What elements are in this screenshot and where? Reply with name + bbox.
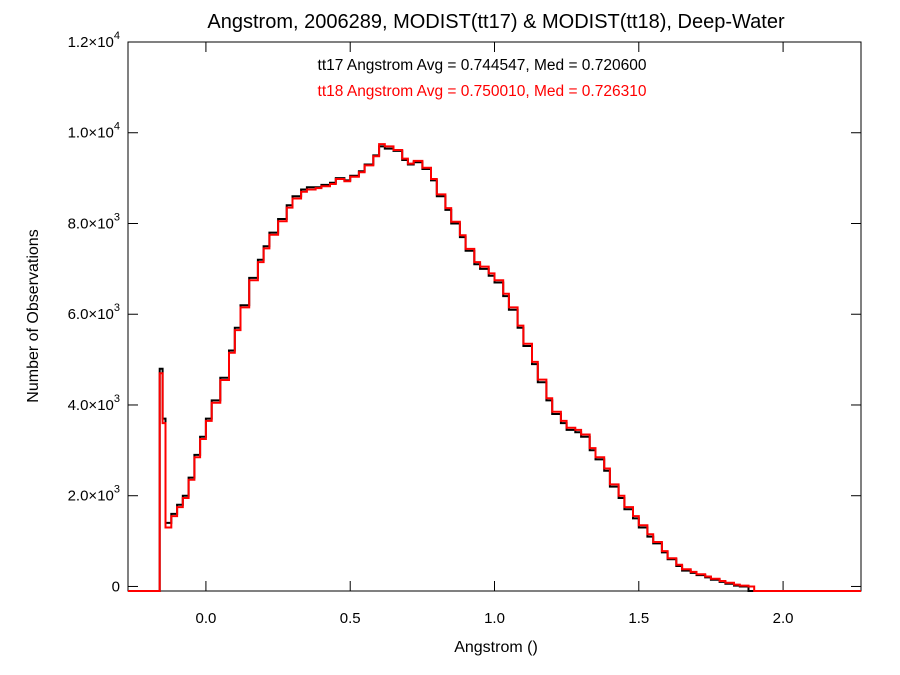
annotation-0: tt17 Angstrom Avg = 0.744547, Med = 0.72… [318, 57, 647, 74]
x-tick-label: 0.0 [195, 610, 216, 627]
y-tick-label: 4.0×103 [68, 393, 120, 414]
y-tick-exponent: 3 [114, 393, 120, 405]
x-axis-title: Angstrom () [454, 639, 538, 656]
y-tick-exponent: 4 [114, 30, 120, 42]
y-tick-label: 0 [112, 578, 120, 595]
y-tick-label: 8.0×103 [68, 211, 120, 232]
y-axis-title: Number of Observations [25, 229, 42, 402]
y-tick-mantissa: 0 [112, 578, 120, 595]
x-tick-label: 0.5 [340, 610, 361, 627]
y-tick-label: 2.0×103 [68, 484, 120, 505]
y-tick-mantissa: 1.2×10 [68, 34, 114, 51]
y-tick-mantissa: 1.0×10 [68, 125, 114, 142]
y-tick-mantissa: 8.0×10 [68, 215, 114, 232]
y-tick-label: 6.0×103 [68, 302, 120, 323]
x-tick-label: 1.0 [484, 610, 505, 627]
annotation-1: tt18 Angstrom Avg = 0.750010, Med = 0.72… [318, 83, 647, 100]
series-line-0 [128, 145, 861, 592]
y-tick-exponent: 3 [114, 302, 120, 314]
x-axis: 0.0 0.5 1.0 1.5 2.0 [195, 42, 794, 627]
y-tick-label: 1.0×104 [68, 121, 120, 142]
y-tick-mantissa: 2.0×10 [68, 488, 114, 505]
series-layer [128, 143, 861, 592]
y-tick-mantissa: 4.0×10 [68, 397, 114, 414]
y-axis: 02.0×1034.0×1036.0×1038.0×1031.0×1041.2×… [68, 30, 861, 595]
plot-frame [127, 41, 862, 592]
y-tick-exponent: 3 [114, 211, 120, 223]
annotation-layer: tt17 Angstrom Avg = 0.744547, Med = 0.72… [318, 57, 647, 100]
x-tick-label: 1.5 [628, 610, 649, 627]
chart-title: Angstrom, 2006289, MODIST(tt17) & MODIST… [207, 11, 785, 33]
y-tick-mantissa: 6.0×10 [68, 306, 114, 323]
y-tick-exponent: 3 [114, 484, 120, 496]
y-tick-label: 1.2×104 [68, 30, 120, 51]
x-tick-label: 2.0 [773, 610, 794, 627]
y-tick-exponent: 4 [114, 121, 120, 133]
series-line-1 [128, 143, 861, 592]
